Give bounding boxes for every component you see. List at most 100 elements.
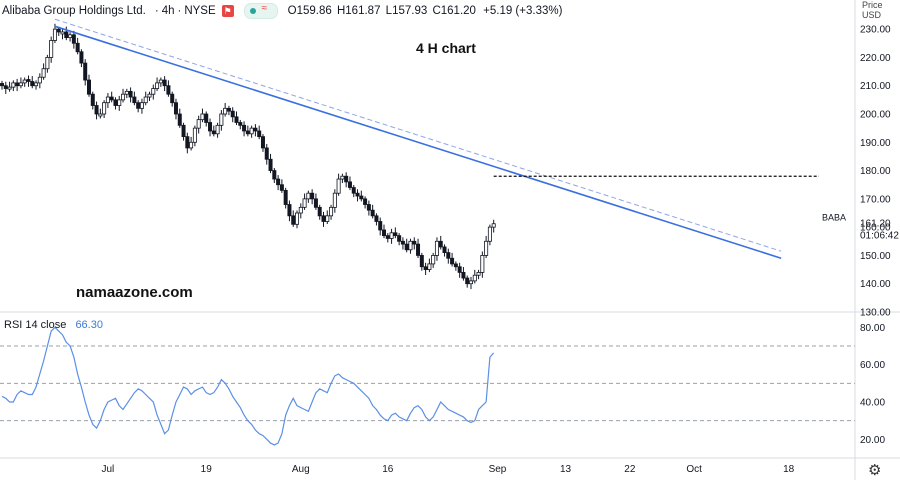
- candle: [295, 212, 300, 225]
- countdown-label: 01:06:42: [860, 231, 899, 242]
- rsi-line: [1, 326, 495, 446]
- candle: [336, 178, 341, 194]
- candle: [347, 181, 352, 188]
- candle: [242, 124, 247, 132]
- symbol-header[interactable]: Alibaba Group Holdings Ltd. · 4h · NYSE …: [2, 2, 562, 20]
- candle: [453, 263, 458, 268]
- candle: [389, 232, 394, 239]
- time-tick-label: Aug: [292, 464, 310, 475]
- candle: [484, 240, 489, 256]
- candle: [56, 28, 61, 33]
- candle: [468, 280, 473, 285]
- candle: [71, 34, 76, 44]
- candle: [52, 28, 57, 41]
- candle: [109, 96, 114, 101]
- candle: [223, 107, 228, 115]
- candle: [83, 62, 88, 81]
- candle: [200, 113, 205, 121]
- candle: [7, 86, 12, 90]
- candle: [313, 198, 318, 208]
- candle: [370, 209, 375, 217]
- candle: [151, 88, 156, 95]
- candle: [181, 124, 186, 138]
- candle: [68, 34, 73, 39]
- time-tick-label: 22: [624, 464, 636, 475]
- ohlc-readout: O159.86 H161.87 L157.93 C161.20 +5.19 (+…: [288, 5, 563, 17]
- candle: [446, 252, 451, 259]
- candle: [257, 130, 262, 138]
- candle: [26, 79, 31, 82]
- candle: [234, 116, 239, 123]
- candle: [302, 198, 307, 208]
- ticker-tag-label: BABA: [822, 213, 846, 223]
- rsi-header[interactable]: RSI 14 close 66.30: [4, 319, 103, 331]
- candle: [491, 223, 496, 228]
- candle: [378, 221, 383, 231]
- last-price-label: 161.20: [860, 219, 891, 230]
- candle: [287, 204, 292, 217]
- candle: [143, 96, 148, 104]
- candle: [272, 170, 277, 180]
- candle: [37, 76, 42, 84]
- candle: [177, 113, 182, 126]
- candle: [245, 130, 250, 135]
- candle: [3, 85, 8, 89]
- candle: [158, 79, 163, 84]
- time-tick-label: Oct: [686, 464, 702, 475]
- candle: [321, 215, 326, 222]
- channel-line[interactable]: [54, 18, 782, 252]
- candle: [476, 271, 481, 276]
- price-tick-label: 170.00: [860, 194, 891, 205]
- candle: [291, 215, 296, 225]
- candle: [427, 263, 432, 270]
- rsi-tick-label: 40.00: [860, 398, 885, 409]
- candle: [393, 232, 398, 237]
- candle: [431, 255, 436, 265]
- gear-icon[interactable]: ⚙: [868, 462, 882, 479]
- candle: [283, 189, 288, 205]
- candle: [30, 81, 35, 87]
- candle: [268, 158, 273, 171]
- candle: [98, 113, 103, 117]
- price-tick-label: 150.00: [860, 251, 891, 262]
- time-tick-label: 19: [201, 464, 213, 475]
- status-dot-icon: [249, 8, 256, 14]
- rsi-tick-label: 80.00: [860, 323, 885, 334]
- candle: [359, 195, 364, 200]
- candle: [298, 206, 303, 214]
- candle: [419, 255, 424, 268]
- candle: [147, 93, 152, 98]
- candle: [75, 42, 80, 53]
- trendline[interactable]: [54, 25, 782, 260]
- candle: [264, 147, 269, 160]
- price-tick-label: 130.00: [860, 308, 891, 319]
- candle: [457, 266, 462, 273]
- interval-label[interactable]: 4h: [161, 5, 175, 17]
- candle: [11, 82, 16, 88]
- chart-annotation: 4 H chart: [416, 40, 476, 56]
- candle: [90, 93, 95, 106]
- market-status-icon[interactable]: ≈: [243, 3, 278, 19]
- candle: [472, 274, 477, 282]
- candle: [18, 82, 23, 87]
- flag-icon[interactable]: ⚑: [221, 5, 234, 17]
- candle: [374, 215, 379, 222]
- candle: [412, 240, 417, 245]
- time-tick-label: Jul: [102, 464, 115, 475]
- candle: [86, 79, 91, 95]
- candle: [340, 175, 345, 180]
- candle: [132, 96, 137, 104]
- candle: [317, 206, 322, 217]
- candle: [105, 96, 110, 104]
- currency-code: USD: [862, 10, 882, 20]
- candle: [128, 90, 133, 98]
- candle: [366, 204, 371, 211]
- symbol-name[interactable]: Alibaba Group Holdings Ltd.: [2, 5, 146, 17]
- candle: [363, 198, 368, 205]
- currency-label[interactable]: Price USD: [862, 0, 892, 20]
- candle: [79, 51, 84, 64]
- candle: [102, 102, 107, 115]
- currency-top: Price: [862, 0, 883, 10]
- candle: [325, 215, 330, 222]
